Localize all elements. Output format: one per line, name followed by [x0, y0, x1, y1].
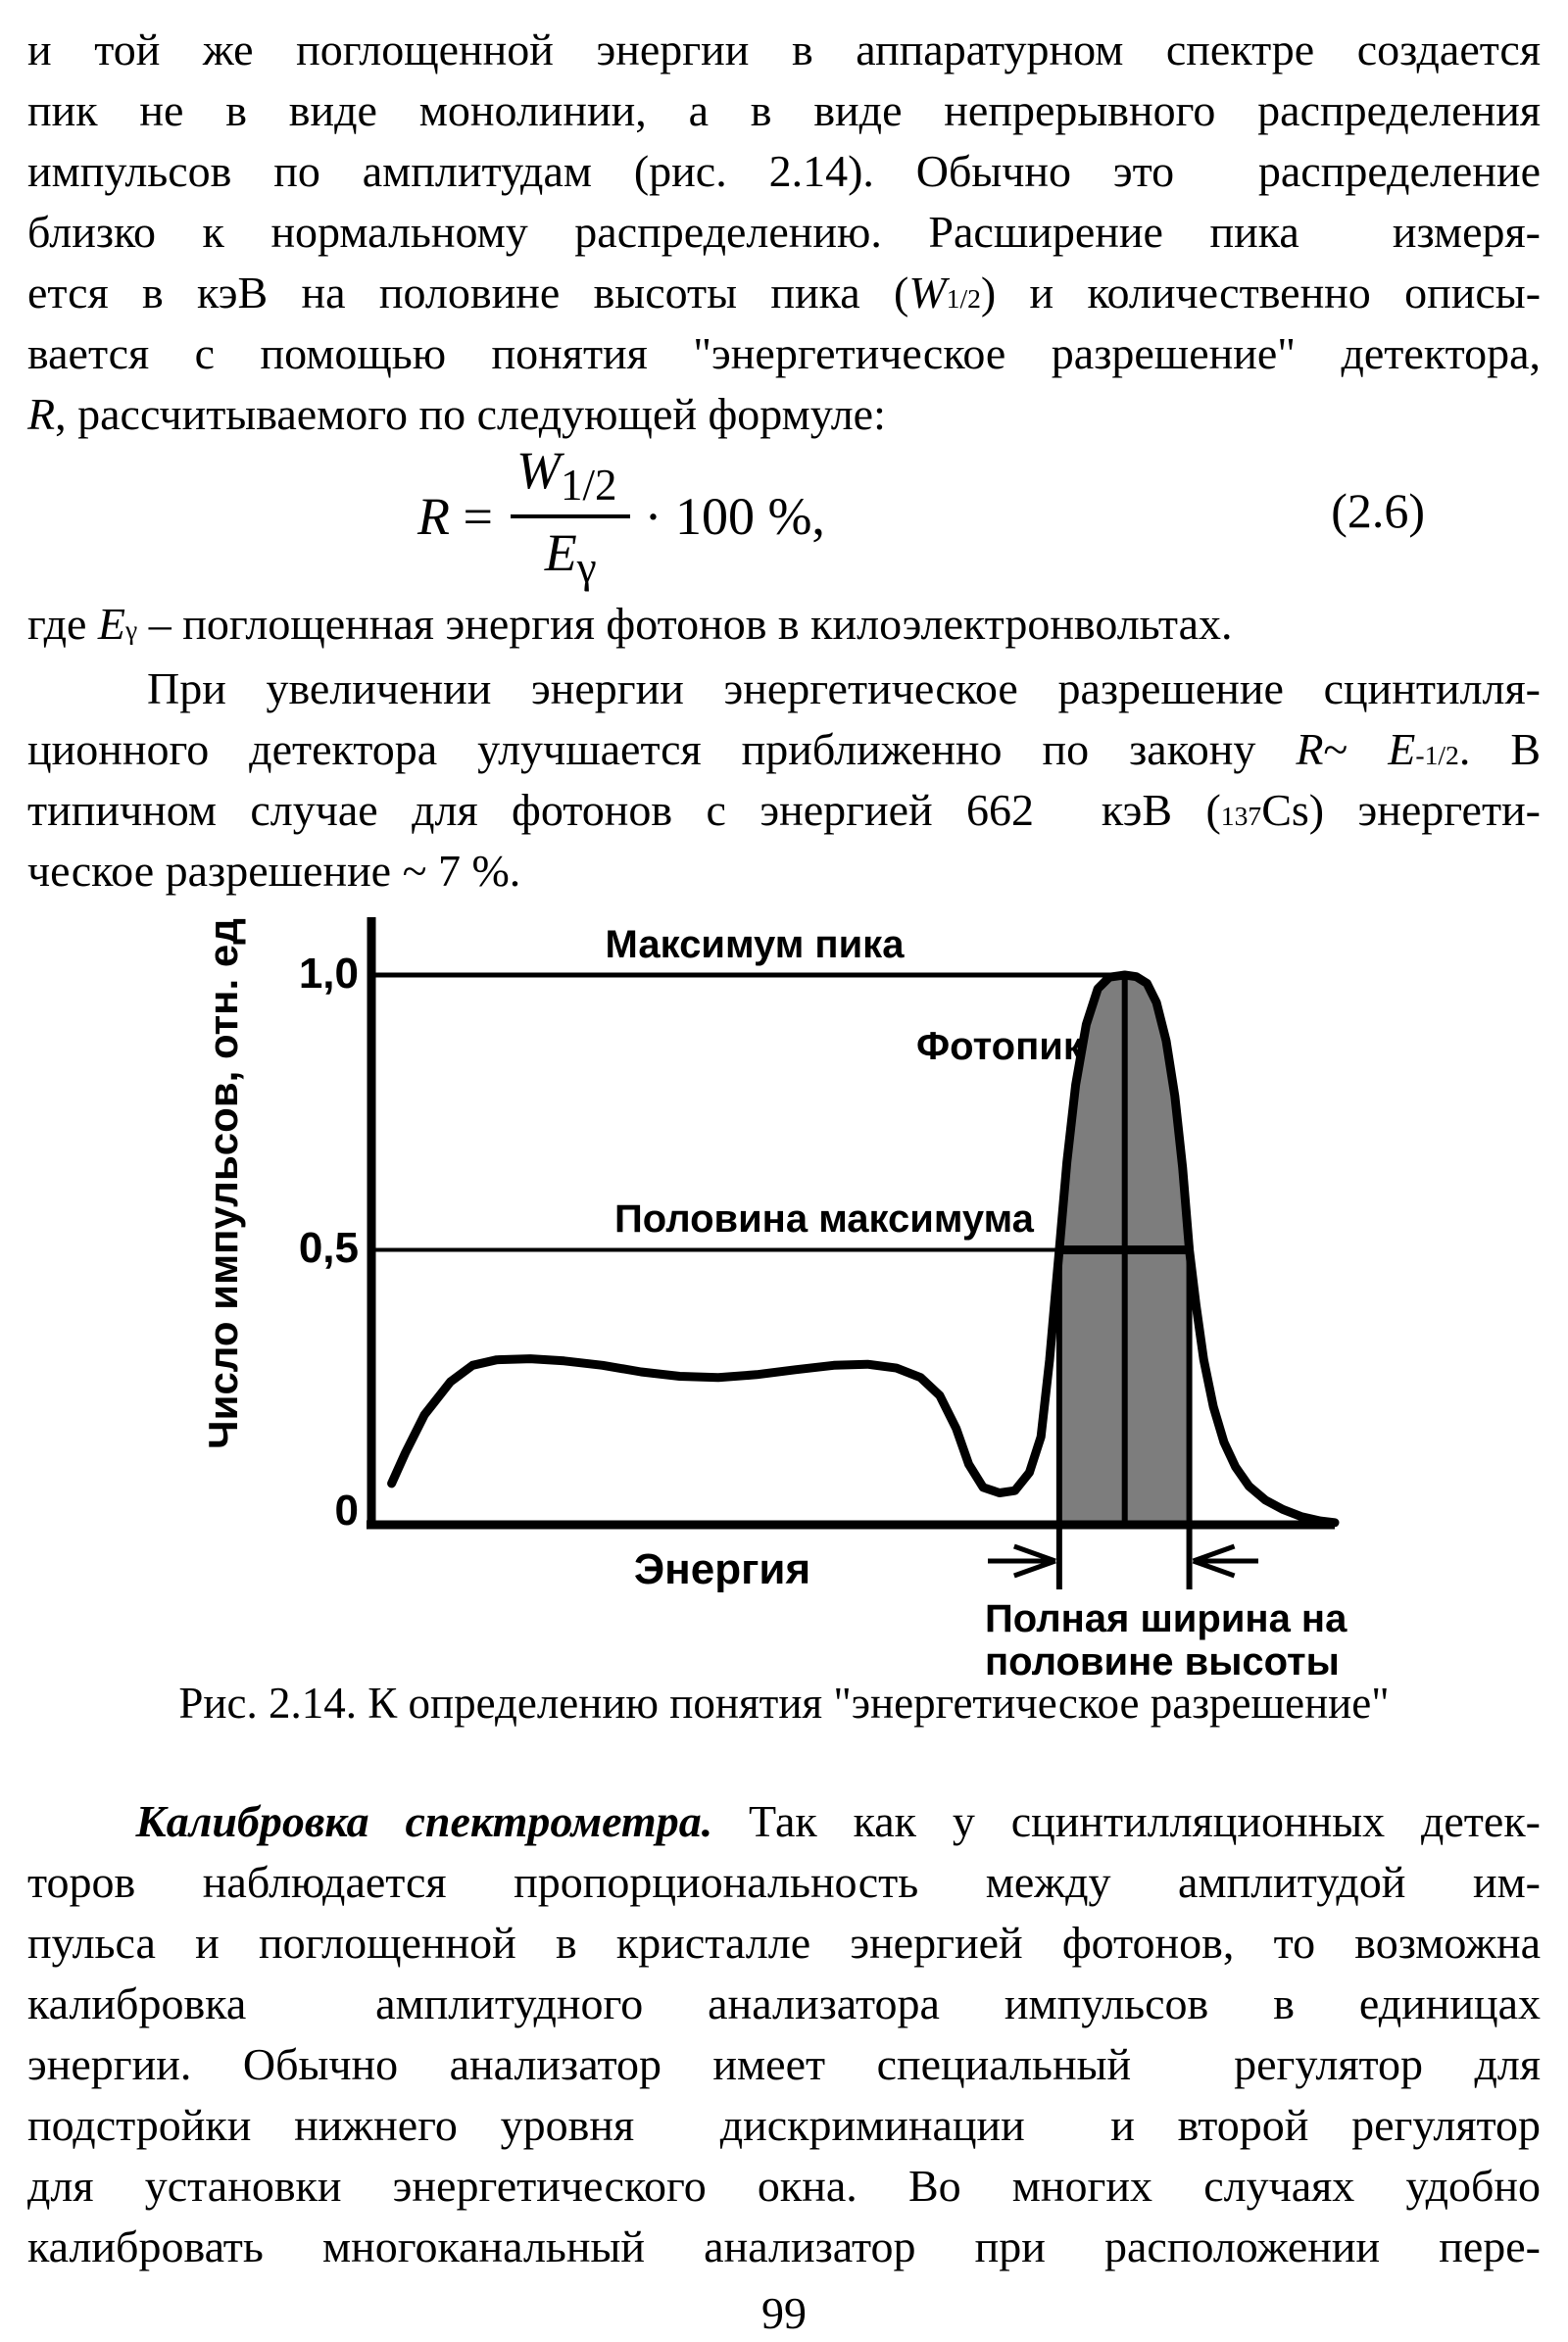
figure-caption: Рис. 2.14. К определению понятия "энерге…: [178, 1679, 1390, 1728]
equation-numerator: W1/2: [510, 440, 631, 518]
page-number: 99: [761, 2288, 807, 2338]
paragraph-2-last-line: ческое разрешение ~ 7 %.: [27, 846, 521, 896]
spectrum-chart: [367, 917, 1340, 1589]
x-axis-label: Энергия: [633, 1545, 811, 1593]
equation-lhs: R =: [417, 487, 493, 546]
peak-maximum-label: Максимум пика: [605, 923, 905, 966]
photopeak-label: Фотопик: [916, 1025, 1083, 1068]
paragraph-2: При увеличении энергии энергетическое ра…: [27, 663, 1541, 835]
where-clause: где Eγ – поглощенная энергия фотонов в к…: [27, 599, 1233, 649]
equation-denominator: Eγ: [544, 523, 597, 592]
fwhm-label-line2: половине высоты: [985, 1640, 1340, 1683]
paragraph-1: и той же поглощенной энергии в аппаратур…: [27, 24, 1542, 378]
equation-number: (2.6): [1331, 483, 1425, 538]
figure-2-14: Число импульсов, отн. ед 1,0 0,5 0 Макси…: [0, 911, 1568, 1687]
paragraph-1-last-line: R, рассчитываемого по следующей формуле:: [27, 389, 886, 439]
equation-fraction: W1/2 Eγ: [510, 440, 631, 593]
half-maximum-label: Половина максимума: [614, 1197, 1034, 1241]
y-tick-0-5: 0,5: [298, 1224, 359, 1272]
paragraph-3: Калибровка спектрометра. Так как у сцинт…: [27, 1796, 1541, 2271]
equation-rhs: · 100 %,: [644, 487, 825, 546]
fwhm-label-line1: Полная ширина на: [985, 1597, 1348, 1640]
y-tick-1-0: 1,0: [298, 950, 359, 998]
equation-2-6: R = W1/2 Eγ · 100 %, (2.6): [27, 439, 1541, 594]
y-tick-0: 0: [334, 1487, 359, 1535]
